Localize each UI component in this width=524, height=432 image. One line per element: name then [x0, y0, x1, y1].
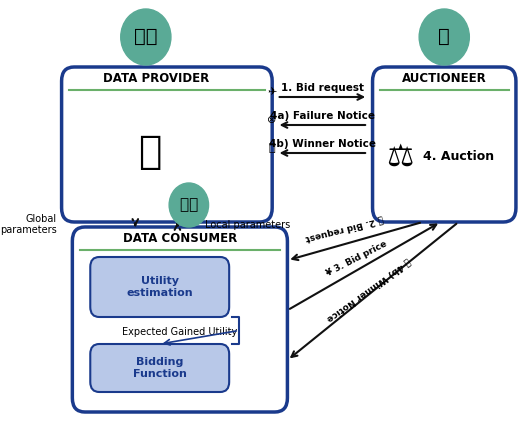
FancyBboxPatch shape: [72, 227, 288, 412]
Text: ⚖: ⚖: [386, 143, 413, 172]
Text: 🧑‍💼: 🧑‍💼: [180, 197, 198, 213]
Text: 👑: 👑: [269, 143, 276, 153]
Text: 4b) Winner Notice: 4b) Winner Notice: [269, 139, 376, 149]
Text: DATA PROVIDER: DATA PROVIDER: [103, 73, 210, 86]
Text: Global
parameters: Global parameters: [1, 214, 57, 235]
Text: DATA CONSUMER: DATA CONSUMER: [123, 232, 237, 245]
Text: 🐾 4b) Winner Notice: 🐾 4b) Winner Notice: [325, 257, 412, 323]
Text: ✈: ✈: [267, 87, 277, 97]
Text: Expected Gained Utility: Expected Gained Utility: [122, 327, 237, 337]
FancyBboxPatch shape: [373, 67, 516, 222]
FancyBboxPatch shape: [90, 344, 229, 392]
Circle shape: [169, 183, 209, 227]
Text: 🧑‍💻: 🧑‍💻: [134, 26, 158, 45]
Circle shape: [419, 9, 470, 65]
Circle shape: [121, 9, 171, 65]
Text: 🗞: 🗞: [138, 133, 162, 171]
Text: 4. Auction: 4. Auction: [423, 150, 494, 163]
Text: Bidding
Function: Bidding Function: [133, 357, 187, 379]
Text: ⊗: ⊗: [267, 115, 277, 125]
FancyBboxPatch shape: [62, 67, 272, 222]
FancyBboxPatch shape: [90, 257, 229, 317]
Text: Utility
estimation: Utility estimation: [126, 276, 193, 298]
Text: 👥: 👥: [439, 26, 450, 45]
Text: 📢 2. Bid request: 📢 2. Bid request: [304, 214, 384, 242]
Text: AUCTIONEER: AUCTIONEER: [402, 73, 487, 86]
Text: ¥ 3. Bid price: ¥ 3. Bid price: [325, 240, 389, 279]
Text: 1. Bid request: 1. Bid request: [281, 83, 364, 93]
Text: 4a) Failure Notice: 4a) Failure Notice: [270, 111, 375, 121]
Text: Local parameters: Local parameters: [205, 219, 290, 229]
